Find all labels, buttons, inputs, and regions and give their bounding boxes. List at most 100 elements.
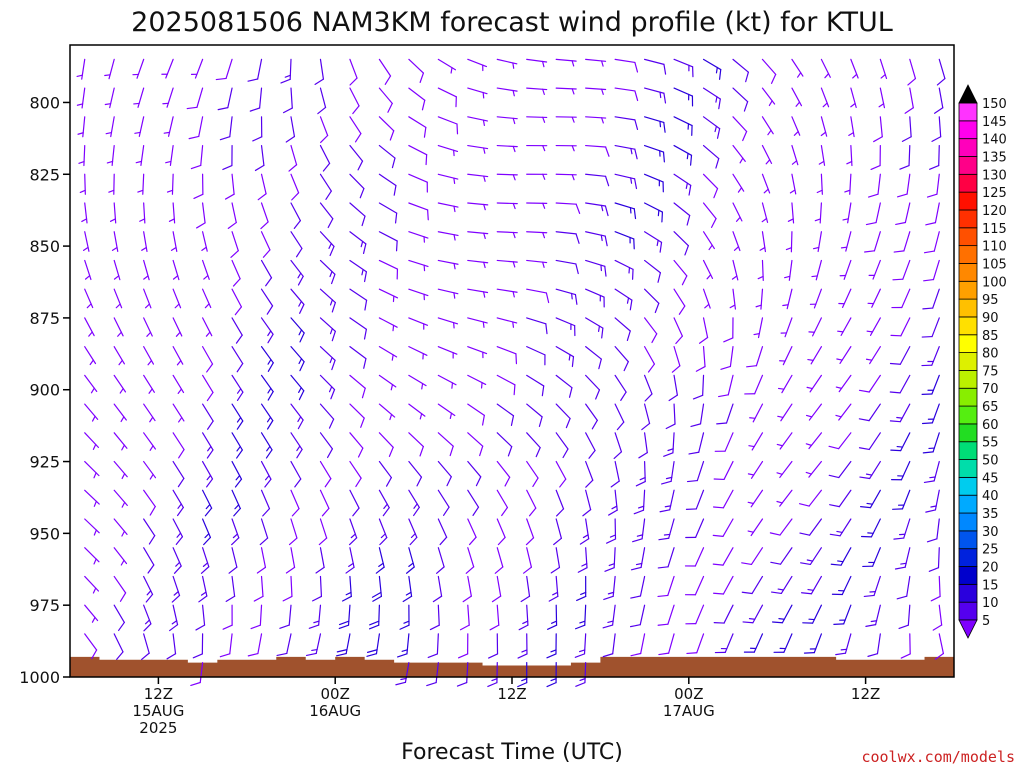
barb-staff [750,518,764,537]
barb-staff [643,116,665,124]
wind-barb [260,259,273,287]
barb-flag [364,271,368,283]
barb-staff [349,58,358,79]
barb-staff [172,346,184,365]
barb-staff [467,58,488,68]
wind-barb [143,432,156,451]
colorbar-label: 20 [982,561,999,576]
barb-staff [319,489,330,509]
barb-half-flag [609,534,617,538]
barb-staff [791,116,801,136]
barb-flag [497,536,506,546]
barb-flag [769,532,781,536]
barb-flag [247,652,259,657]
barb-flag [236,449,243,459]
barb-staff [496,374,516,386]
wind-barb [172,259,180,281]
barb-flag [513,384,516,396]
barb-half-flag [168,218,175,222]
wind-barb [496,403,515,427]
wind-barb [732,202,743,222]
barb-flag [331,301,336,313]
barb-staff [809,518,823,536]
barb-half-flag [685,182,688,190]
colorbar-label: 35 [982,507,999,522]
barb-flag [900,653,911,659]
barb-staff [732,202,743,222]
barb-staff [526,116,548,119]
barb-flag [320,134,329,144]
barb-flag [324,478,332,488]
barb-half-flag [81,218,88,223]
wind-barb [200,547,210,574]
barb-staff [909,87,914,109]
barb-staff [257,633,263,655]
wind-barb [555,144,577,152]
barb-half-flag [729,304,736,309]
barb-staff [496,259,518,263]
barb-staff [585,317,604,329]
barb-half-flag [664,505,672,508]
barb-staff [260,403,274,422]
barb-staff [196,87,204,108]
wind-barb [172,374,185,394]
wind-barb [713,604,734,624]
barb-staff [702,374,705,396]
barb-staff [113,346,125,365]
colorbar-label: 60 [982,418,999,433]
barb-flag [892,278,904,281]
barb-half-flag [297,416,302,423]
barb-half-flag [450,67,453,74]
wind-barb [378,87,393,113]
barb-staff [229,633,233,655]
wind-barb [188,116,204,140]
barb-staff [813,288,823,309]
barb-staff [110,116,115,138]
colorbar-arrow-low [958,619,978,639]
barb-flag [231,537,240,546]
barb-staff [850,144,853,167]
barb-half-flag [777,387,785,390]
barb-flag [538,416,543,427]
wind-barb [113,346,125,366]
barb-staff [231,518,240,539]
wind-barb [496,202,518,210]
barb-flag [865,221,877,226]
barb-staff [641,518,646,540]
barb-half-flag [837,330,844,333]
barb-flag [575,203,581,214]
wind-barb [732,173,745,193]
colorbar-label: 5 [982,614,990,629]
barb-flag [459,624,470,631]
barb-staff [437,317,459,325]
wind-barb [437,116,459,135]
barb-flag [663,63,667,75]
barb-flag [143,623,152,632]
colorbar-label: 125 [982,186,1007,201]
wind-barb [555,231,580,244]
barb-staff [290,489,300,510]
barb-flag [295,247,303,258]
barb-staff [526,518,535,539]
barb-half-flag [350,533,356,539]
barb-flag [742,130,748,142]
barb-half-flag [403,620,410,624]
wind-barb [684,547,705,567]
barb-staff [437,432,454,447]
barb-half-flag [900,562,907,565]
barb-staff [143,432,156,450]
wind-barb [614,173,638,190]
barb-staff [936,173,940,195]
barb-staff [260,460,272,480]
barb-flag [326,448,334,459]
barb-flag [517,682,528,688]
barb-half-flag [92,443,97,450]
y-tick-label: 950 [29,524,60,543]
wind-barb [614,374,627,401]
barb-staff [437,604,440,626]
barb-staff [109,87,115,109]
barb-flag [305,652,317,657]
wind-barb [378,374,397,391]
colorbar-label: 95 [982,293,999,308]
barb-flag [712,506,724,509]
